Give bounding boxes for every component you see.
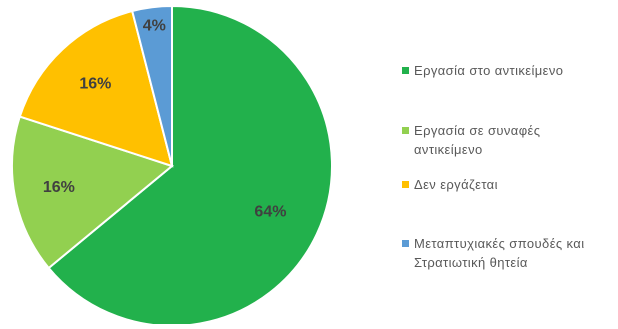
slice-work-in-field: [47, 4, 333, 327]
legend-swatch: [402, 181, 409, 188]
legend-item-postgraduate-military: Μεταπτυχιακές σπουδές και Στρατιωτική θη…: [402, 234, 616, 272]
data-label-slice-postgraduate-military: 4%: [143, 18, 166, 35]
legend-swatch: [402, 127, 409, 134]
legend-item-work-in-related-field: Εργασία σε συναφές αντικείμενο: [402, 121, 616, 159]
slice-work-in-related-field: [11, 115, 175, 270]
legend-label: Μεταπτυχιακές σπουδές και Στρατιωτική θη…: [414, 236, 585, 270]
legend-label: Εργασία σε συναφές αντικείμενο: [414, 123, 541, 157]
pie-slices: [11, 4, 333, 327]
legend-label: Εργασία στο αντικείμενο: [414, 63, 564, 78]
legend-swatch: [402, 67, 409, 74]
pie-chart-plot: 64% 16% 16% 4%: [11, 4, 333, 327]
legend-item-not-working: Δεν εργάζεται: [402, 175, 616, 194]
legend-item-work-in-field: Εργασία στο αντικείμενο: [402, 61, 616, 80]
slice-postgraduate-military: [130, 4, 173, 167]
slice-not-working: [18, 9, 174, 168]
legend-label: Δεν εργάζεται: [414, 177, 498, 192]
data-label-slice-not-working: 16%: [79, 76, 111, 93]
pie-data-labels: 64% 16% 16% 4%: [43, 18, 287, 221]
data-label-slice-work-in-related-field: 16%: [43, 179, 75, 196]
data-label-slice-work-in-field: 64%: [254, 204, 286, 221]
legend-swatch: [402, 240, 409, 247]
